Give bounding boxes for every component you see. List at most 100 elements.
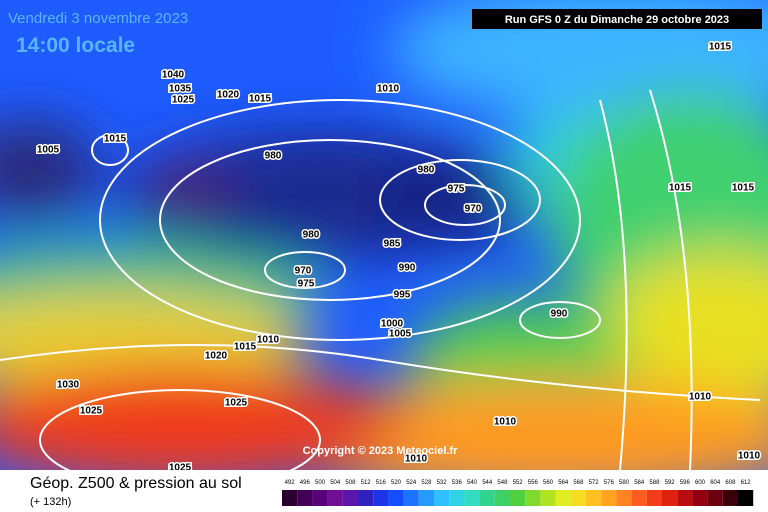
scale-swatch <box>540 490 556 506</box>
isobar-label: 1010 <box>494 417 517 428</box>
scale-label: 604 <box>710 480 721 486</box>
scale-swatch <box>297 490 313 506</box>
scale-label: 552 <box>513 480 524 486</box>
scale-label: 492 <box>285 480 296 486</box>
scale-swatch <box>738 490 754 506</box>
isobar-label: 1010 <box>257 335 280 346</box>
scale-swatch <box>616 490 632 506</box>
scale-label: 572 <box>589 480 600 486</box>
scale-swatch <box>525 490 541 506</box>
scale-label: 592 <box>665 480 676 486</box>
isobar-label: 1000 <box>381 319 404 330</box>
isobar-label: 1020 <box>205 351 228 362</box>
isobar-label: 1005 <box>389 329 412 340</box>
isobar-label: 995 <box>394 290 411 301</box>
isobar-label: 1015 <box>709 42 732 53</box>
scale-swatch <box>282 490 298 506</box>
footer-lead: (+ 132h) <box>30 496 71 508</box>
scale-label: 540 <box>467 480 478 486</box>
isobar-label: 970 <box>295 266 312 277</box>
isobar-label: 975 <box>448 184 465 195</box>
scale-swatch <box>373 490 389 506</box>
isobar-label: 1040 <box>162 70 185 81</box>
isobar-label: 980 <box>265 151 282 162</box>
scale-swatch <box>707 490 723 506</box>
scale-swatch <box>722 490 738 506</box>
scale-label: 504 <box>330 480 341 486</box>
isobar-label: 1015 <box>249 94 272 105</box>
scale-swatch <box>555 490 571 506</box>
isobar-label: 1015 <box>104 134 127 145</box>
isobar-label: 1025 <box>225 398 248 409</box>
run-box <box>472 9 762 29</box>
scale-label: 536 <box>452 480 463 486</box>
isobar-label: 980 <box>303 230 320 241</box>
scale-label: 524 <box>406 480 417 486</box>
isobar-label: 1010 <box>738 451 761 462</box>
isobar-label: 1020 <box>217 90 240 101</box>
scale-label: 588 <box>649 480 660 486</box>
scale-swatch <box>418 490 434 506</box>
scale-label: 516 <box>376 480 387 486</box>
scale-swatch <box>677 490 693 506</box>
scale-label: 556 <box>528 480 539 486</box>
isobar-label: 1030 <box>57 380 80 391</box>
isobar-label: 990 <box>551 309 568 320</box>
scale-label: 520 <box>391 480 402 486</box>
isobar-label: 975 <box>298 279 315 290</box>
isobar-label: 985 <box>384 239 401 250</box>
scale-swatch <box>358 490 374 506</box>
scale-swatch <box>479 490 495 506</box>
isobar-label: 1025 <box>172 95 195 106</box>
scale-swatch <box>388 490 404 506</box>
isobar-label: 1015 <box>732 183 755 194</box>
scale-swatch <box>692 490 708 506</box>
copyright: Copyright © 2023 Meteociel.fr <box>303 445 459 457</box>
scale-swatch <box>449 490 465 506</box>
run-label: Run GFS 0 Z du Dimanche 29 octobre 2023 <box>505 14 729 26</box>
scale-swatch <box>464 490 480 506</box>
scale-swatch <box>403 490 419 506</box>
scale-label: 564 <box>558 480 569 486</box>
scale-label: 500 <box>315 480 326 486</box>
time-label: 14:00 locale <box>16 34 135 57</box>
scale-swatch <box>631 490 647 506</box>
footer-title: Géop. Z500 & pression au sol <box>30 475 242 492</box>
isobar-label: 1010 <box>689 392 712 403</box>
isobar-label: 980 <box>418 165 435 176</box>
scale-label: 548 <box>497 480 508 486</box>
date-label: Vendredi 3 novembre 2023 <box>8 10 188 27</box>
scale-label: 568 <box>573 480 584 486</box>
scale-label: 608 <box>725 480 736 486</box>
isobar-label: 970 <box>465 204 482 215</box>
map-field <box>0 0 768 470</box>
scale-swatch <box>646 490 662 506</box>
isobar-label: 1025 <box>80 406 103 417</box>
scale-swatch <box>601 490 617 506</box>
scale-swatch <box>586 490 602 506</box>
scale-swatch <box>327 490 343 506</box>
isobar-label: 1035 <box>169 84 192 95</box>
scale-label: 612 <box>741 480 752 486</box>
scale-label: 580 <box>619 480 630 486</box>
isobar-label: 1010 <box>377 84 400 95</box>
scale-label: 544 <box>482 480 493 486</box>
scale-label: 576 <box>604 480 615 486</box>
scale-swatch <box>312 490 328 506</box>
scale-label: 560 <box>543 480 554 486</box>
scale-label: 512 <box>361 480 372 486</box>
color-scale: 492 496 500 504 508 512 516 520 524 528 532 536 540 5… <box>282 480 754 506</box>
scale-label: 508 <box>345 480 356 486</box>
scale-label: 600 <box>695 480 706 486</box>
scale-swatch <box>662 490 678 506</box>
scale-label: 496 <box>300 480 311 486</box>
isobar-label: 1015 <box>234 342 257 353</box>
scale-swatch <box>434 490 450 506</box>
scale-swatch <box>494 490 510 506</box>
scale-label: 528 <box>421 480 432 486</box>
isobar-label: 1010 <box>405 454 428 465</box>
isobar-label: 1015 <box>669 183 692 194</box>
isobar-label: 1005 <box>37 145 60 156</box>
